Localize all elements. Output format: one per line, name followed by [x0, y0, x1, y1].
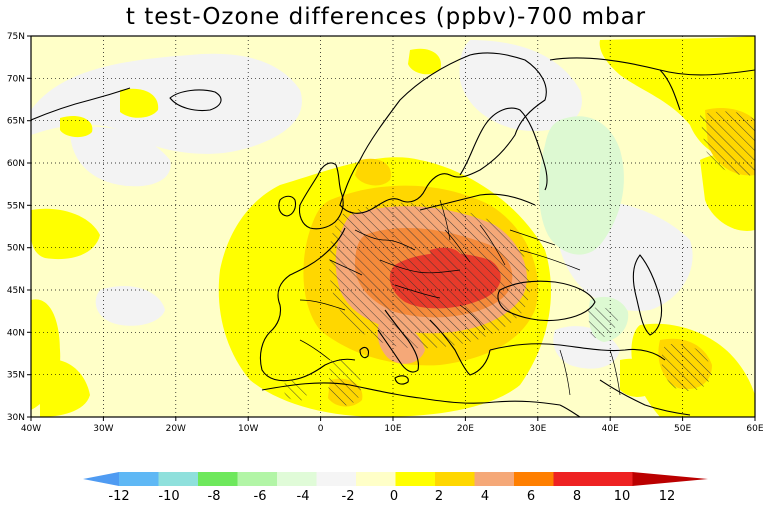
colorbar-swatch — [395, 472, 435, 486]
colorbar-label: 0 — [390, 489, 398, 504]
colorbar-swatch — [198, 472, 238, 486]
lat-label: 40N — [7, 328, 25, 338]
lon-label: 10W — [238, 424, 258, 434]
lon-label: 10E — [384, 424, 401, 434]
lon-label: 30E — [529, 424, 546, 434]
lon-label: 50E — [674, 424, 691, 434]
colorbar-swatch — [316, 472, 356, 486]
colorbar-swatch — [514, 472, 554, 486]
longitude-labels: 40W 30W 20W 10W 0 10E 20E 30E 40E 50E 60… — [21, 424, 764, 434]
colorbar-swatch — [158, 472, 198, 486]
colorbar-label: -4 — [297, 489, 310, 504]
colorbar-label: 12 — [659, 489, 676, 504]
colorbar-label: -2 — [342, 489, 355, 504]
graticule — [31, 36, 755, 417]
colorbar-swatch — [277, 472, 317, 486]
colorbar-swatch — [83, 472, 119, 486]
colorbar-swatch — [435, 472, 475, 486]
lon-label: 40W — [21, 424, 41, 434]
colorbar-swatch — [119, 472, 159, 486]
lon-label: 20W — [166, 424, 186, 434]
lat-label: 30N — [7, 413, 25, 423]
plot-area — [31, 36, 755, 417]
colorbar-swatch — [356, 472, 396, 486]
lat-label: 75N — [7, 32, 25, 42]
coastlines — [31, 52, 755, 417]
colorbar-swatch — [593, 472, 633, 486]
colorbar-labels: -12 -10 -8 -6 -4 -2 0 2 4 6 8 10 12 — [108, 489, 675, 504]
colorbar-label: 4 — [481, 489, 489, 504]
colorbar-swatch — [553, 472, 593, 486]
lon-label: 30W — [93, 424, 113, 434]
colorbar-label: -12 — [108, 489, 129, 504]
colorbar-label: -10 — [158, 489, 179, 504]
map-title: t test-Ozone differences (ppbv)-700 mbar — [125, 4, 647, 30]
latitude-labels: 30N 35N 40N 45N 50N 55N 60N 65N 70N 75N — [7, 32, 25, 423]
lon-label: 20E — [457, 424, 474, 434]
lon-label: 40E — [602, 424, 619, 434]
colorbar-label: -6 — [254, 489, 267, 504]
lat-label: 50N — [7, 244, 25, 254]
lat-label: 45N — [7, 286, 25, 296]
colorbar-label: 6 — [527, 489, 535, 504]
colorbar-label: -8 — [208, 489, 221, 504]
lon-label: 60E — [746, 424, 763, 434]
colorbar-swatch — [474, 472, 514, 486]
lat-label: 70N — [7, 74, 25, 84]
colorbar-label: 2 — [435, 489, 443, 504]
colorbar-label: 10 — [614, 489, 631, 504]
lat-label: 60N — [7, 159, 25, 169]
significance-hatching — [284, 111, 755, 406]
lat-label: 55N — [7, 201, 25, 211]
colorbar-swatch — [632, 472, 708, 486]
lat-label: 35N — [7, 371, 25, 381]
colorbar-label: 8 — [573, 489, 581, 504]
colorbar-swatch — [237, 472, 277, 486]
colorbar — [83, 472, 708, 486]
lon-label: 0 — [318, 424, 324, 434]
country-borders — [299, 199, 621, 396]
tick-marks — [27, 35, 756, 421]
lat-label: 65N — [7, 117, 25, 127]
